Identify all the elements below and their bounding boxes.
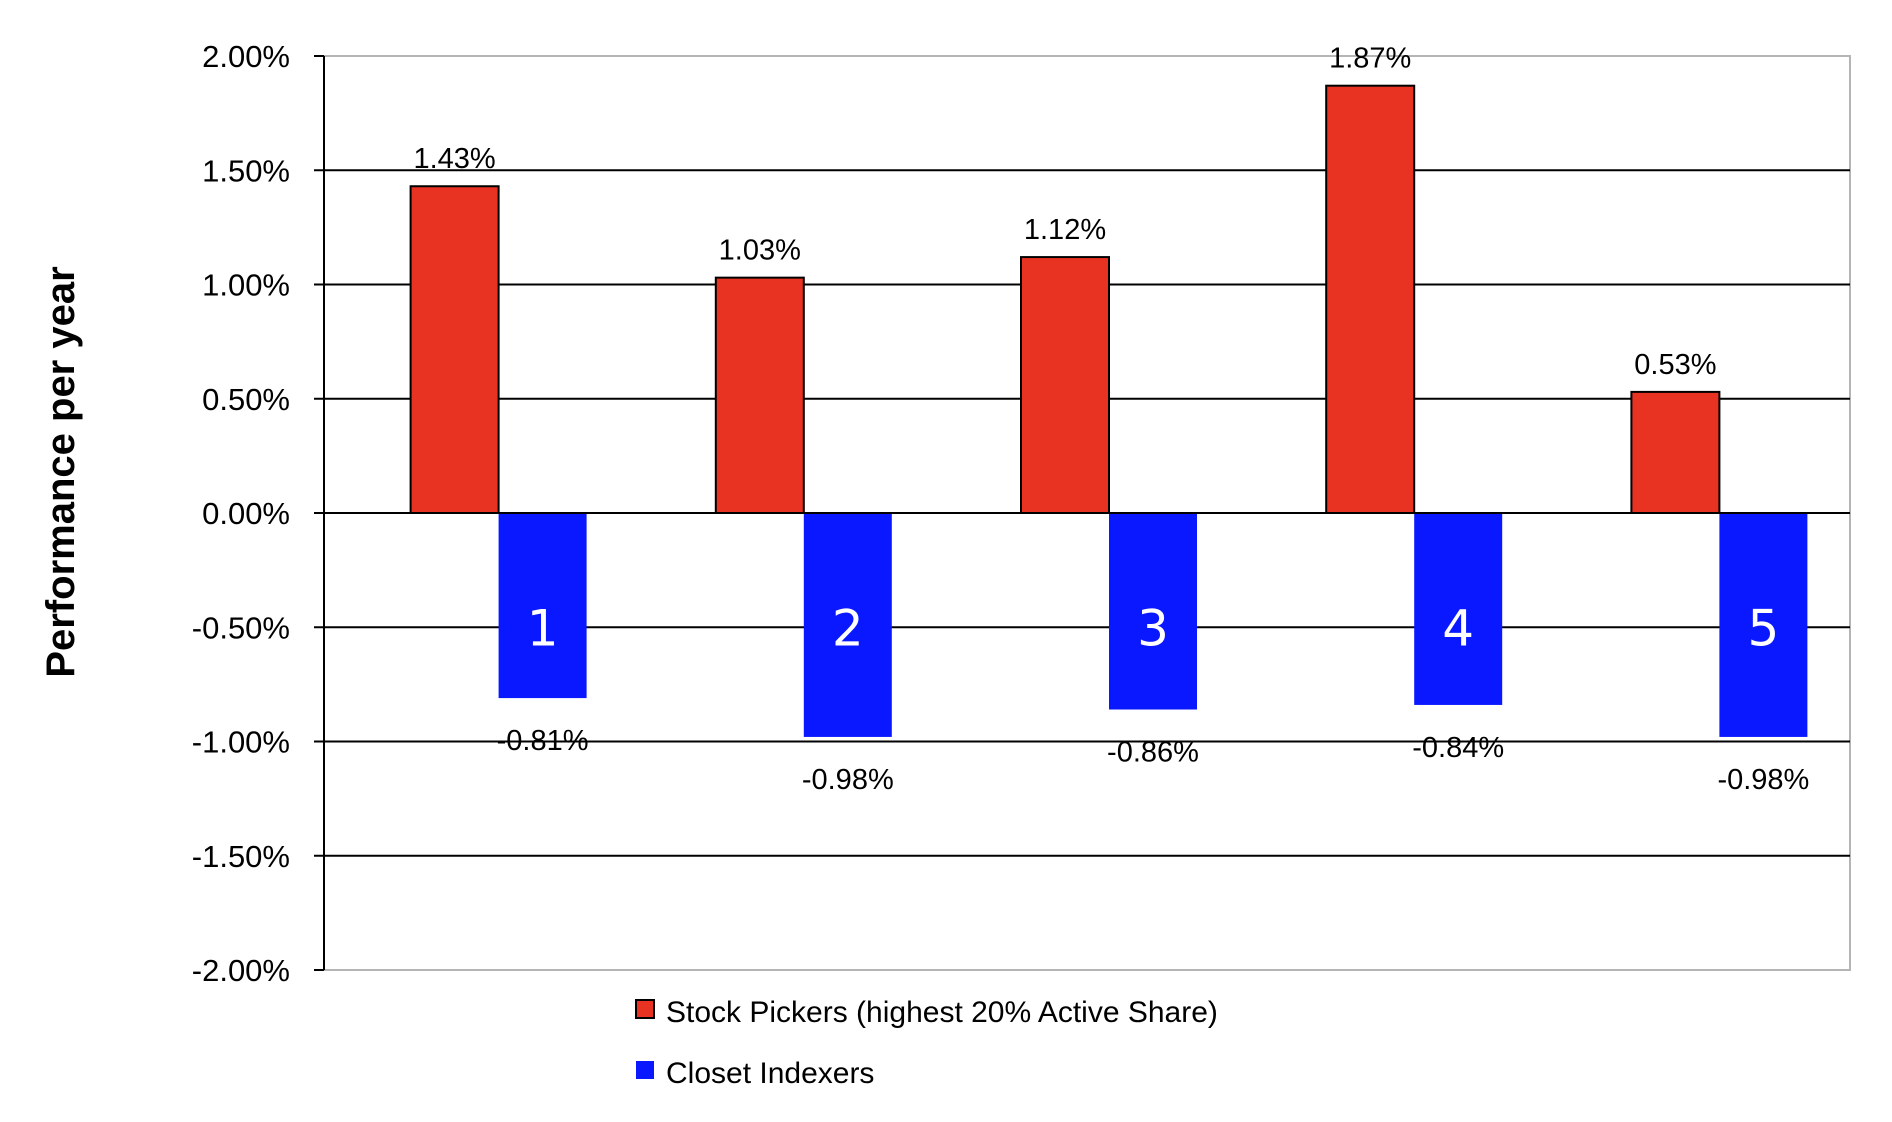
y-tick-label: 2.00%: [202, 39, 290, 74]
stock-pickers-bar: [714, 276, 805, 514]
closet-indexers-bar: [1719, 513, 1808, 737]
stock-pickers-bar: [1020, 256, 1110, 514]
data-label: 1.43%: [413, 143, 495, 175]
legend: Stock Pickers (highest 20% Active Share)…: [635, 996, 1218, 1090]
data-label: -0.98%: [1717, 764, 1809, 796]
data-label: 0.53%: [1634, 349, 1716, 381]
stock-pickers-bar: [1630, 390, 1721, 514]
closet-indexers-bar: [1414, 513, 1503, 705]
legend-swatch: [635, 999, 655, 1019]
closet-indexers-bar: [1109, 513, 1197, 710]
y-tick-label: 1.00%: [202, 268, 290, 303]
stock-pickers-bar: [409, 185, 500, 514]
data-label: -0.81%: [497, 725, 589, 757]
category-label: 2: [832, 599, 864, 657]
data-label: 1.87%: [1329, 43, 1411, 75]
category-label: 3: [1137, 599, 1169, 657]
y-tick-label: 0.00%: [202, 496, 290, 531]
category-label: 4: [1442, 599, 1474, 657]
y-tick-label: 1.50%: [202, 153, 290, 188]
legend-entry: Stock Pickers (highest 20% Active Share): [666, 996, 1218, 1029]
data-labels: 1.43% 1.03% 1.12% 1.87% 0.53% -0.81% 1 -0.98% 2 -…: [413, 43, 1809, 796]
y-tick-label: -1.00%: [192, 725, 290, 760]
y-tick-label: -2.00%: [192, 953, 290, 988]
axes: 2.00% 1.50% 1.00% 0.50% 0.00% -0.50% -1.00% -1.…: [192, 39, 1850, 988]
bars: [409, 84, 1808, 737]
data-label: -0.86%: [1107, 737, 1199, 769]
legend-entry: Closet Indexers: [666, 1057, 874, 1090]
y-tick-label: -1.50%: [192, 839, 290, 874]
y-tick-label: -0.50%: [192, 610, 290, 645]
data-label: 1.03%: [719, 235, 801, 267]
stock-pickers-bar: [1325, 84, 1416, 515]
legend-swatch: [636, 1061, 654, 1079]
category-label: 5: [1747, 599, 1779, 657]
data-label: -0.98%: [802, 764, 894, 796]
data-label: 1.12%: [1024, 214, 1106, 246]
closet-indexers-bar: [498, 513, 587, 699]
y-tick-label: 0.50%: [202, 382, 290, 417]
category-label: 1: [527, 599, 559, 657]
data-label: -0.84%: [1412, 732, 1504, 764]
y-axis-label: Performance per year: [39, 266, 83, 677]
closet-indexers-bar: [803, 513, 892, 737]
